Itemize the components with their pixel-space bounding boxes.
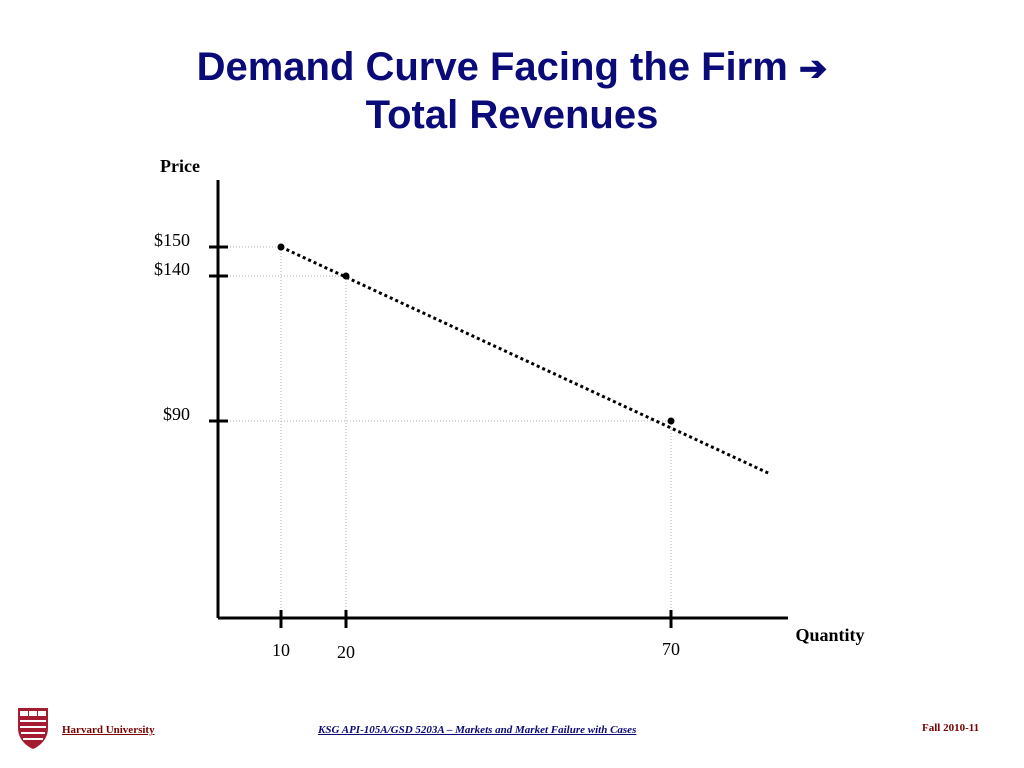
harvard-shield-icon: [18, 708, 48, 749]
y-tick-label: $140: [154, 259, 190, 279]
y-tick-label: $150: [154, 230, 190, 250]
x-tick-label: 20: [337, 642, 355, 662]
title-line-2: Total Revenues: [365, 93, 659, 137]
term-label: Fall 2010-11: [922, 722, 980, 734]
guide-lines: [218, 246, 672, 618]
demand-chart: Price Quantity $150 $140 $90 10 20 70: [154, 156, 865, 662]
y-tick-label: $90: [163, 404, 190, 424]
title-text-1: Demand Curve Facing the Firm: [196, 45, 788, 89]
x-tick-label: 70: [662, 639, 680, 659]
slide-title: Demand Curve Facing the Firm ➔ Total Rev…: [0, 44, 1024, 138]
data-point-0: [277, 243, 285, 251]
org-name: Harvard University: [62, 724, 155, 736]
axis-ticks: $150 $140 $90 10 20 70: [154, 230, 680, 662]
footer: Harvard University KSG API-105A/GSD 5203…: [0, 700, 1024, 768]
data-points: [277, 243, 675, 425]
title-line-1: Demand Curve Facing the Firm ➔: [0, 44, 1024, 92]
demand-curve-line: [280, 245, 770, 475]
x-axis-label: Quantity: [795, 625, 864, 645]
data-point-1: [342, 272, 350, 280]
y-axis-label: Price: [160, 156, 200, 176]
course-name: KSG API-105A/GSD 5203A – Markets and Mar…: [318, 724, 637, 736]
right-arrow-icon: ➔: [798, 50, 828, 88]
x-tick-label: 10: [272, 640, 290, 660]
data-point-2: [667, 417, 675, 425]
